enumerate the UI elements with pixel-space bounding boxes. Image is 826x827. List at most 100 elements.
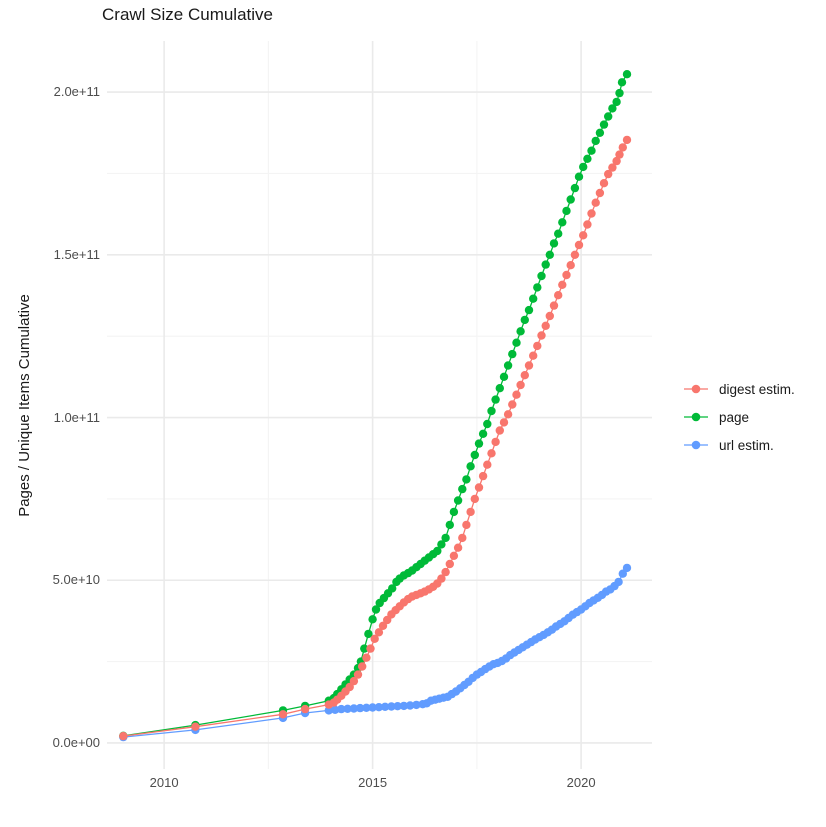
data-point	[566, 195, 575, 204]
data-point	[599, 120, 609, 129]
data-point	[360, 644, 369, 653]
series-line-digest-estim-	[123, 139, 628, 737]
data-point	[370, 634, 379, 643]
data-point	[474, 483, 484, 492]
data-point	[349, 704, 359, 713]
data-point	[374, 703, 384, 712]
data-point	[362, 653, 371, 662]
data-point	[579, 231, 588, 240]
data-point	[512, 338, 521, 347]
data-point	[478, 471, 488, 481]
y-axis-title: Pages / Unique Items Cumulative	[15, 293, 33, 517]
data-point	[595, 128, 605, 137]
data-point	[487, 406, 496, 416]
data-point	[583, 220, 592, 229]
data-point	[608, 104, 617, 113]
data-point	[520, 371, 529, 380]
data-point	[570, 183, 580, 193]
data-point	[433, 546, 442, 556]
data-point	[591, 136, 600, 146]
data-point	[453, 543, 463, 552]
data-point	[399, 701, 409, 711]
data-point	[478, 429, 488, 438]
data-point	[516, 380, 525, 390]
data-point	[483, 419, 492, 429]
data-point	[570, 250, 580, 259]
data-point	[441, 567, 450, 577]
legend-label: page	[719, 409, 750, 425]
data-point	[374, 628, 384, 637]
data-point	[119, 731, 128, 741]
data-point	[595, 188, 605, 198]
data-point	[337, 704, 346, 714]
data-point	[453, 496, 463, 505]
data-point	[608, 163, 617, 172]
data-point	[349, 676, 359, 686]
data-point	[278, 710, 288, 719]
data-point	[487, 449, 496, 458]
data-point	[618, 143, 627, 152]
data-point	[355, 703, 365, 713]
data-point	[554, 291, 563, 300]
data-point	[491, 437, 500, 447]
data-point	[622, 563, 632, 573]
data-point	[445, 520, 454, 530]
data-point	[524, 305, 534, 315]
data-point	[378, 621, 388, 630]
legend-item-page: page	[683, 409, 795, 425]
data-point	[371, 605, 381, 614]
data-point	[604, 169, 613, 179]
data-point	[533, 341, 542, 351]
data-point	[483, 460, 492, 469]
data-point	[503, 410, 513, 419]
data-point	[545, 311, 554, 321]
data-point	[617, 78, 627, 87]
data-point	[541, 260, 550, 269]
data-point	[614, 577, 623, 587]
y-tick-label: 2.0e+11	[53, 84, 100, 100]
data-point	[449, 507, 459, 517]
data-point	[562, 206, 571, 216]
data-point	[362, 703, 371, 712]
data-point	[470, 494, 479, 504]
data-point	[445, 559, 454, 569]
y-tick-label: 0.0e+00	[52, 734, 100, 750]
legend-key-icon	[684, 384, 708, 394]
data-point	[466, 507, 475, 517]
y-tick-label: 5.0e+10	[52, 572, 100, 588]
data-point	[499, 372, 509, 381]
plot-panel	[107, 41, 652, 769]
data-point	[554, 229, 563, 238]
legend-label: url estim.	[719, 437, 774, 453]
data-point	[558, 280, 567, 289]
data-point	[599, 179, 609, 188]
data-point	[393, 702, 402, 711]
data-point	[368, 703, 377, 712]
y-tick-label: 1.0e+11	[53, 409, 100, 425]
data-point	[562, 270, 571, 280]
data-point	[388, 584, 397, 593]
data-point	[353, 670, 363, 679]
data-point	[458, 533, 467, 543]
data-point	[612, 156, 621, 166]
data-point	[358, 662, 367, 671]
data-point	[324, 706, 333, 715]
x-tick-label: 2015	[358, 775, 388, 790]
data-point	[512, 390, 521, 399]
data-point	[537, 271, 546, 281]
x-tick-label: 2010	[149, 775, 179, 790]
data-point	[520, 315, 529, 325]
data-point	[499, 418, 509, 427]
legend: digest estim. page url estim.	[683, 381, 795, 453]
legend-item-url-estim-: url estim.	[683, 437, 795, 453]
data-point	[622, 70, 632, 79]
data-point	[387, 702, 396, 711]
data-point	[449, 551, 459, 560]
data-point	[587, 146, 596, 155]
data-point	[405, 701, 415, 710]
data-point	[622, 135, 632, 145]
data-point	[591, 198, 600, 207]
data-point	[516, 327, 525, 336]
legend-key-icon	[684, 440, 708, 450]
data-point	[491, 395, 500, 404]
